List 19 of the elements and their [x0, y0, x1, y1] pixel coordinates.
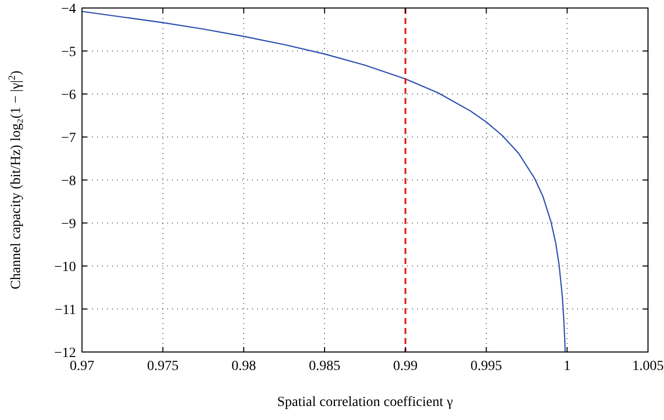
y-tick-label: −5: [61, 45, 76, 60]
y-tick-label: −11: [54, 303, 76, 318]
x-tick-label: 0.98: [231, 359, 256, 374]
y-tick-label: −8: [61, 174, 76, 189]
y-tick-label: −12: [54, 346, 76, 361]
x-tick-label: 0.985: [308, 359, 340, 374]
x-tick-label: 1.005: [632, 359, 664, 374]
y-tick-label: −6: [61, 88, 76, 103]
x-tick-label: 0.99: [393, 359, 418, 374]
x-tick-label: 0.97: [70, 359, 94, 374]
y-tick-label: −10: [54, 260, 76, 275]
y-tick-label: −4: [61, 2, 76, 17]
x-tick-label: 0.995: [470, 359, 502, 374]
line-series: [81, 10, 566, 353]
x-axis-title: Spatial correlation coefficient γ: [277, 395, 453, 410]
x-tick-label: 0.975: [147, 359, 179, 374]
x-tick-label: 1: [564, 359, 571, 374]
y-tick-label: −7: [61, 131, 76, 146]
y-tick-label: −9: [61, 217, 76, 232]
